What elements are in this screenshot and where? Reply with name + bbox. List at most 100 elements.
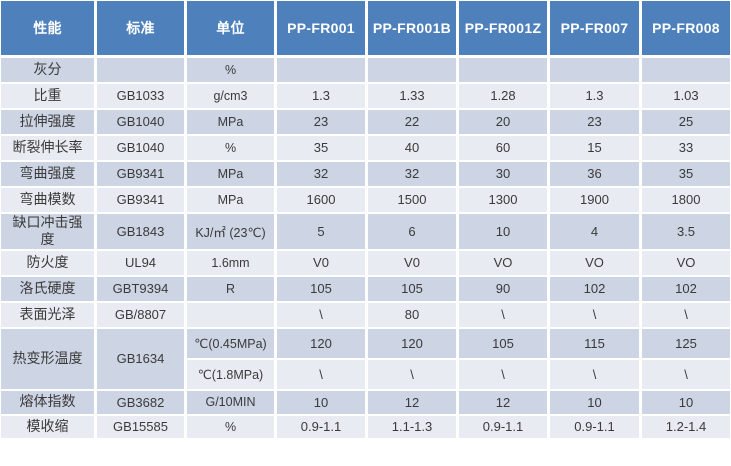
standard-cell: GB1843 bbox=[95, 212, 187, 251]
value-cell: 10 bbox=[457, 212, 550, 251]
value-cell: 6 bbox=[366, 212, 459, 251]
unit-cell: ℃(1.8MPa) bbox=[185, 358, 277, 391]
value-cell bbox=[640, 56, 731, 84]
table-row-flame-retardance: 防火度 UL94 1.6mm V0 V0 VO VO VO bbox=[0, 249, 731, 277]
value-cell: \ bbox=[640, 358, 731, 391]
property-cell: 防火度 bbox=[0, 249, 97, 277]
value-cell: \ bbox=[457, 358, 550, 391]
value-cell: 120 bbox=[275, 327, 368, 360]
value-cell: 120 bbox=[366, 327, 459, 360]
value-cell: 1500 bbox=[366, 186, 459, 214]
table-row-notched-impact-strength: 缺口冲击强度 GB1843 KJ/㎡ (23℃) 5 6 10 4 3.5 bbox=[0, 212, 731, 251]
value-cell: 33 bbox=[640, 134, 731, 162]
value-cell: \ bbox=[640, 301, 731, 329]
table-row-elongation-at-break: 断裂伸长率 GB1040 % 35 40 60 15 33 bbox=[0, 134, 731, 162]
value-cell: 102 bbox=[640, 275, 731, 303]
value-cell: \ bbox=[275, 358, 368, 391]
value-cell: 23 bbox=[548, 108, 642, 136]
column-header-pp-fr001b: PP-FR001B bbox=[366, 0, 459, 58]
property-cell: 拉伸强度 bbox=[0, 108, 97, 136]
table-row-tensile-strength: 拉伸强度 GB1040 MPa 23 22 20 23 25 bbox=[0, 108, 731, 136]
property-cell: 弯曲强度 bbox=[0, 160, 97, 188]
property-cell: 熔体指数 bbox=[0, 389, 97, 416]
table-row-flexural-modulus: 弯曲模数 GB9341 MPa 1600 1500 1300 1900 1800 bbox=[0, 186, 731, 214]
value-cell bbox=[275, 56, 368, 84]
value-cell: 12 bbox=[457, 389, 550, 416]
property-cell: 灰分 bbox=[0, 56, 97, 84]
property-cell: 表面光泽 bbox=[0, 301, 97, 329]
value-cell: 5 bbox=[275, 212, 368, 251]
column-header-pp-fr007: PP-FR007 bbox=[548, 0, 642, 58]
value-cell: 80 bbox=[366, 301, 459, 329]
value-cell: 25 bbox=[640, 108, 731, 136]
value-cell: 105 bbox=[366, 275, 459, 303]
value-cell: V0 bbox=[275, 249, 368, 277]
value-cell: \ bbox=[275, 301, 368, 329]
table-row-ash: 灰分 % bbox=[0, 56, 731, 84]
standard-cell: GB1040 bbox=[95, 134, 187, 162]
spec-table: 性能 标准 单位 PP-FR001 PP-FR001B PP-FR001Z PP… bbox=[0, 0, 731, 440]
value-cell bbox=[366, 56, 459, 84]
table-row-rockwell-hardness: 洛氏硬度 GBT9394 R 105 105 90 102 102 bbox=[0, 275, 731, 303]
unit-cell: % bbox=[185, 56, 277, 84]
unit-cell: % bbox=[185, 134, 277, 162]
standard-cell: GB9341 bbox=[95, 160, 187, 188]
unit-cell: g/cm3 bbox=[185, 82, 277, 110]
value-cell: 4 bbox=[548, 212, 642, 251]
standard-cell: GB9341 bbox=[95, 186, 187, 214]
value-cell: 102 bbox=[548, 275, 642, 303]
unit-cell: MPa bbox=[185, 186, 277, 214]
value-cell: 0.9-1.1 bbox=[548, 414, 642, 440]
table-row-heat-deflection-18: ℃(1.8MPa) \ \ \ \ \ bbox=[1, 358, 731, 391]
value-cell: 23 bbox=[275, 108, 368, 136]
value-cell: 15 bbox=[548, 134, 642, 162]
value-cell: 20 bbox=[457, 108, 550, 136]
value-cell: \ bbox=[548, 358, 642, 391]
table-row-flexural-strength: 弯曲强度 GB9341 MPa 32 32 30 36 35 bbox=[0, 160, 731, 188]
value-cell bbox=[457, 56, 550, 84]
column-header-unit: 单位 bbox=[185, 0, 277, 58]
value-cell: 1.2-1.4 bbox=[640, 414, 731, 440]
standard-cell: GB1634 bbox=[95, 327, 187, 391]
property-cell: 模收缩 bbox=[0, 414, 97, 440]
unit-cell: MPa bbox=[185, 160, 277, 188]
value-cell: VO bbox=[640, 249, 731, 277]
unit-cell: G/10MIN bbox=[185, 389, 277, 416]
value-cell: 1.28 bbox=[457, 82, 550, 110]
value-cell: V0 bbox=[366, 249, 459, 277]
value-cell bbox=[548, 56, 642, 84]
value-cell: 105 bbox=[275, 275, 368, 303]
standard-cell: UL94 bbox=[95, 249, 187, 277]
value-cell: 12 bbox=[366, 389, 459, 416]
value-cell: 35 bbox=[275, 134, 368, 162]
value-cell: \ bbox=[548, 301, 642, 329]
value-cell: 105 bbox=[457, 327, 550, 360]
value-cell: 115 bbox=[548, 327, 642, 360]
value-cell: 0.9-1.1 bbox=[275, 414, 368, 440]
value-cell: 30 bbox=[457, 160, 550, 188]
property-cell: 弯曲模数 bbox=[0, 186, 97, 214]
value-cell: 40 bbox=[366, 134, 459, 162]
value-cell: 1.03 bbox=[640, 82, 731, 110]
standard-cell: GBT9394 bbox=[95, 275, 187, 303]
unit-cell: % bbox=[185, 414, 277, 440]
value-cell: 1600 bbox=[275, 186, 368, 214]
value-cell: \ bbox=[457, 301, 550, 329]
value-cell: 1.33 bbox=[366, 82, 459, 110]
column-header-standard: 标准 bbox=[95, 0, 187, 58]
unit-cell: KJ/㎡ (23℃) bbox=[185, 212, 277, 251]
value-cell: 1900 bbox=[548, 186, 642, 214]
table-row-specific-gravity: 比重 GB1033 g/cm3 1.3 1.33 1.28 1.3 1.03 bbox=[0, 82, 731, 110]
value-cell: 3.5 bbox=[640, 212, 731, 251]
value-cell: 125 bbox=[640, 327, 731, 360]
unit-cell: R bbox=[185, 275, 277, 303]
column-header-pp-fr001: PP-FR001 bbox=[275, 0, 368, 58]
property-cell: 热变形温度 bbox=[0, 327, 97, 391]
standard-cell: GB/8807 bbox=[95, 301, 187, 329]
table-row-mold-shrinkage: 模收缩 GB15585 % 0.9-1.1 1.1-1.3 0.9-1.1 0.… bbox=[0, 414, 731, 440]
column-header-pp-fr001z: PP-FR001Z bbox=[457, 0, 550, 58]
value-cell: 1800 bbox=[640, 186, 731, 214]
value-cell: 1300 bbox=[457, 186, 550, 214]
standard-cell: GB1033 bbox=[95, 82, 187, 110]
unit-cell: 1.6mm bbox=[185, 249, 277, 277]
